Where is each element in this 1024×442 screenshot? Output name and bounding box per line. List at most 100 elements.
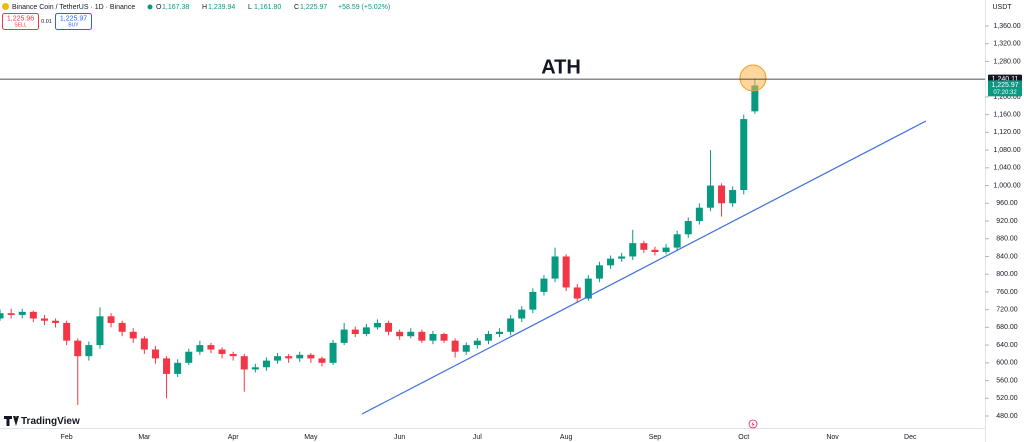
candle-body bbox=[484, 334, 492, 341]
candle-body bbox=[18, 311, 26, 315]
x-tick-label: Jun bbox=[394, 434, 405, 441]
ohlc-legend: O 1,167.38 H 1,239.94 L 1,161.80 C 1,225.97 +58.… bbox=[156, 4, 390, 11]
legend-value: 1,167.38 bbox=[162, 4, 189, 11]
y-tick-label: 600.00 bbox=[996, 360, 1018, 367]
y-tick-label: 880.00 bbox=[996, 236, 1018, 243]
candle-body bbox=[740, 119, 748, 190]
candle-body bbox=[40, 318, 48, 321]
x-tick-label: Apr bbox=[228, 434, 240, 441]
legend-value: 1,161.80 bbox=[254, 4, 281, 11]
brand-logo bbox=[4, 416, 19, 426]
candle-body bbox=[496, 331, 504, 335]
candle-body bbox=[718, 185, 726, 204]
candle-body bbox=[196, 345, 204, 352]
ath-marker bbox=[739, 64, 767, 92]
y-tick-label: 1,120.00 bbox=[993, 129, 1020, 136]
annotation: ATH bbox=[541, 56, 581, 78]
sell-label[interactable]: SELL bbox=[14, 22, 26, 28]
sell-price[interactable]: 1,225.96 bbox=[7, 15, 34, 22]
candle-body bbox=[551, 256, 559, 279]
candle-body bbox=[362, 327, 370, 335]
candle-body bbox=[63, 322, 71, 341]
candle-body bbox=[396, 331, 404, 337]
candle-body bbox=[673, 234, 681, 248]
x-tick-label: Dec bbox=[904, 434, 917, 441]
candle-body bbox=[407, 331, 415, 337]
candle-body bbox=[0, 313, 4, 319]
y-tick-label: 720.00 bbox=[996, 306, 1018, 313]
candle-body bbox=[385, 322, 393, 332]
candle-body bbox=[240, 356, 248, 370]
legend-key: H bbox=[202, 4, 207, 11]
legend-change: +58.59 (+5.02%) bbox=[338, 4, 390, 11]
y-tick-label: 960.00 bbox=[996, 200, 1018, 207]
x-tick-label: Mar bbox=[138, 434, 151, 441]
candle-body bbox=[251, 367, 259, 370]
symbol-title: Binance Coin / TetherUS · 1D · Binance bbox=[12, 4, 135, 11]
candle-body bbox=[607, 258, 615, 266]
candle-body bbox=[129, 331, 137, 339]
candle-body bbox=[7, 313, 15, 315]
current-price-label: 1,225.97 bbox=[991, 82, 1018, 89]
candle-body bbox=[107, 316, 115, 323]
candle-body bbox=[573, 287, 581, 299]
events-bolt bbox=[751, 421, 755, 427]
candle-body bbox=[518, 309, 526, 319]
x-tick-label: Jul bbox=[473, 434, 482, 441]
market-status bbox=[147, 4, 153, 10]
y-tick-label: 1,200.00 bbox=[993, 94, 1020, 101]
sell-button[interactable] bbox=[2, 13, 39, 30]
candle-body bbox=[262, 360, 270, 368]
candle-body bbox=[662, 247, 670, 253]
candle-body bbox=[340, 329, 348, 343]
candle-body bbox=[296, 354, 304, 359]
y-tick-label: 1,160.00 bbox=[993, 111, 1020, 118]
candle-body bbox=[85, 345, 93, 357]
y-tick-label: 1,080.00 bbox=[993, 147, 1020, 154]
current-price-box bbox=[988, 80, 1022, 97]
candle-body bbox=[163, 358, 171, 374]
buy-label[interactable]: BUY bbox=[68, 22, 79, 28]
candle-body bbox=[96, 316, 104, 346]
y-tick-label: 680.00 bbox=[996, 324, 1018, 331]
buy-price[interactable]: 1,225.97 bbox=[60, 15, 87, 22]
legend-value: 1,225.97 bbox=[300, 4, 327, 11]
spread: 0.01 bbox=[41, 19, 52, 25]
legend-key: L bbox=[248, 4, 252, 11]
y-tick-label: 480.00 bbox=[996, 413, 1018, 420]
y-tick-label: 560.00 bbox=[996, 377, 1018, 384]
y-tick-label: 760.00 bbox=[996, 289, 1018, 296]
y-tick-label: 1,360.00 bbox=[993, 23, 1020, 30]
x-tick-label: May bbox=[304, 434, 318, 441]
buy-button[interactable] bbox=[55, 13, 92, 30]
candle-body bbox=[440, 334, 448, 341]
candle-body bbox=[118, 322, 126, 332]
candle-body bbox=[52, 320, 60, 323]
legend-key: C bbox=[294, 4, 299, 11]
candle-body bbox=[429, 334, 437, 341]
brand-name: TradingView bbox=[21, 416, 80, 427]
candle-body bbox=[418, 331, 426, 341]
candle-body bbox=[351, 329, 359, 335]
candle-body bbox=[373, 322, 381, 328]
candle-body bbox=[651, 249, 659, 253]
candle-body bbox=[274, 356, 282, 361]
symbol-logo bbox=[2, 3, 9, 10]
legend-value: 1,239.94 bbox=[208, 4, 235, 11]
x-tick-label: Aug bbox=[560, 434, 573, 441]
candle-body bbox=[540, 278, 548, 292]
candle-body bbox=[140, 338, 148, 350]
candle-body bbox=[462, 345, 470, 352]
currency: USDT bbox=[992, 4, 1012, 11]
candle-body bbox=[562, 256, 570, 288]
candle-body bbox=[29, 311, 37, 319]
candle-body bbox=[318, 358, 326, 363]
candle-body bbox=[74, 340, 82, 357]
y-tick-label: 920.00 bbox=[996, 218, 1018, 225]
x-tick-label: Feb bbox=[61, 434, 73, 441]
candle-body bbox=[618, 256, 626, 259]
candle-body bbox=[751, 85, 759, 112]
candle-body bbox=[451, 340, 459, 352]
